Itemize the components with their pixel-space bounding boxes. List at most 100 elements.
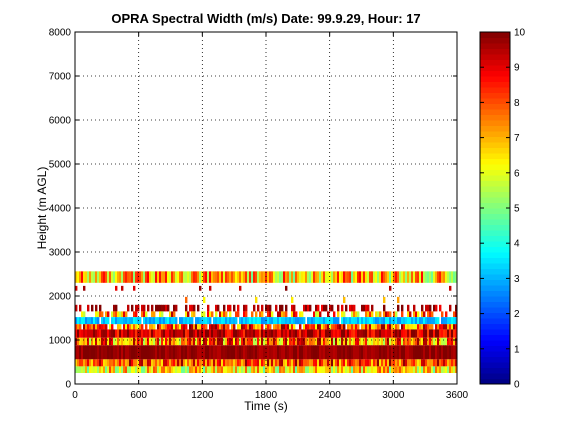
heatmap-cell [265,271,268,283]
heatmap-cell [189,337,192,346]
heatmap-cell [175,324,178,330]
heatmap-cell [245,324,248,330]
heatmap-cell [289,337,292,346]
heatmap-cell [391,324,394,330]
heatmap-cell [95,337,98,346]
heatmap-cell [361,304,364,312]
heatmap-cell [291,304,294,312]
heatmap-cell [105,324,108,330]
heatmap-cell [425,329,428,338]
heatmap-cell [137,317,140,325]
heatmap-cell [377,324,380,330]
heatmap-cell [257,345,260,360]
heatmap-cell [279,324,282,330]
x-tick-label: 3000 [382,390,405,401]
heatmap-cell [437,329,440,338]
heatmap-cell [139,317,142,325]
heatmap-cell [399,271,402,283]
heatmap-cell [329,324,332,330]
heatmap-cell [97,311,100,318]
heatmap-cell [95,366,98,373]
heatmap-cell [329,271,332,283]
heatmap-cell [285,345,288,360]
heatmap-cell [375,345,378,360]
heatmap-cell [101,317,104,325]
heatmap-cell [343,366,346,373]
heatmap-cell [165,345,168,360]
heatmap-cell [181,337,184,346]
heatmap-cell [207,359,210,367]
heatmap-cell [303,359,306,367]
heatmap-cell [195,345,198,360]
heatmap-cell [439,271,442,283]
heatmap-cell [317,366,320,373]
heatmap-cell [275,366,278,373]
heatmap-cell [191,337,194,346]
heatmap-cell [225,311,228,318]
heatmap-cell [453,329,456,338]
heatmap-cell [365,311,368,318]
heatmap-cell [181,359,184,367]
heatmap-cell [195,324,198,330]
heatmap-cell [425,317,428,325]
heatmap-cell [179,329,182,338]
heatmap-cell [239,359,242,367]
heatmap-cell [157,337,160,346]
heatmap-cell [125,317,128,325]
heatmap-cell [163,337,166,346]
heatmap-cell [149,359,152,367]
heatmap-cell [161,345,164,360]
heatmap-cell [233,345,236,360]
heatmap-cell [277,337,280,346]
heatmap-cell [445,337,448,346]
heatmap-cell [273,345,276,360]
heatmap-cell [425,337,428,346]
heatmap-cell [297,359,300,367]
heatmap-cell [169,345,172,360]
heatmap-cell [351,345,354,360]
heatmap-cell [401,345,404,360]
colorbar-swatch [480,312,510,319]
heatmap-cell [253,329,256,338]
heatmap-cell [443,271,446,283]
heatmap-cell [123,366,126,373]
heatmap-cell [139,329,142,338]
heatmap-cell [109,324,112,330]
heatmap-cell [379,311,382,318]
heatmap-cell [243,345,246,360]
heatmap-cell [85,324,88,330]
heatmap-cell [153,359,156,367]
heatmap-cell [181,317,184,325]
heatmap-cell [449,366,452,373]
heatmap-cell [83,366,86,373]
colorbar-swatch [480,202,510,209]
heatmap-cell [311,317,314,325]
heatmap-cell [217,359,220,367]
heatmap-cell [163,345,166,360]
heatmap-cell [235,345,238,360]
heatmap-cell [297,337,300,346]
heatmap-cell [319,337,322,346]
heatmap-cell [389,337,392,346]
heatmap-cell [393,366,396,373]
heatmap-cell [361,324,364,330]
heatmap-cell [311,329,314,338]
heatmap-cell [293,345,296,360]
x-tick-label: 1800 [255,390,278,401]
heatmap-cell [431,311,434,318]
heatmap-cell [175,271,178,283]
heatmap-cell [321,317,324,325]
heatmap-cell [325,304,328,312]
heatmap-cell [109,359,112,367]
heatmap-cell [433,271,436,283]
heatmap-cell [283,345,286,360]
heatmap-cell [161,337,164,346]
heatmap-cell [209,311,212,318]
heatmap-cell [429,359,432,367]
heatmap-cell [111,324,114,330]
x-tick-label: 1200 [191,390,214,401]
heatmap-cell [237,324,240,330]
heatmap-cell [193,271,196,283]
heatmap-cell [421,317,424,325]
heatmap-cell [413,366,416,373]
